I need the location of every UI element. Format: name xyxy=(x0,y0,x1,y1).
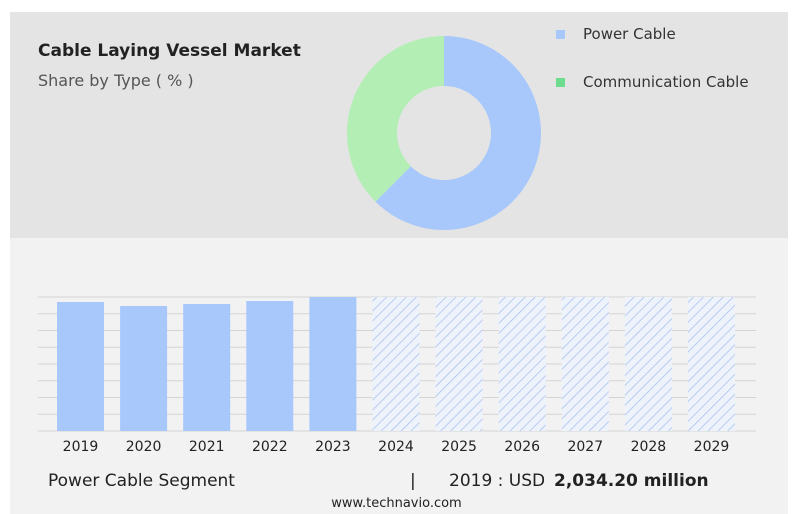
year-label: 2019 : USD xyxy=(449,471,546,491)
bar-2021 xyxy=(183,303,231,431)
x-tick-label: 2026 xyxy=(504,439,540,455)
separator: | xyxy=(410,471,416,491)
bar-2020 xyxy=(120,305,168,431)
donut-slice-communication-cable xyxy=(347,36,444,202)
source-url: www.technavio.com xyxy=(331,496,462,511)
x-tick-label: 2025 xyxy=(441,439,477,455)
chart-subtitle: Share by Type ( % ) xyxy=(38,71,194,90)
bar-2022 xyxy=(246,300,294,431)
donut-slice-power-cable xyxy=(375,36,542,231)
segment-value: 2,034.20 million xyxy=(554,471,709,491)
bar-2019 xyxy=(57,301,104,431)
bar-2029 xyxy=(688,297,735,431)
legend-power-cable: Power Cable xyxy=(556,25,676,43)
x-tick-label: 2019 xyxy=(63,439,99,455)
legend-communication-cable: Communication Cable xyxy=(556,73,749,91)
bar-2025 xyxy=(435,297,483,431)
segment-label: Power Cable Segment xyxy=(48,471,235,491)
bar-2023 xyxy=(309,297,357,431)
legend-swatch xyxy=(556,77,565,87)
legend-label: Power Cable xyxy=(583,25,676,43)
x-tick-label: 2029 xyxy=(694,439,730,455)
x-tick-label: 2020 xyxy=(126,439,162,455)
x-tick-label: 2023 xyxy=(315,439,351,455)
legend-label: Communication Cable xyxy=(583,73,749,91)
bar-2028 xyxy=(624,297,672,431)
x-tick-label: 2027 xyxy=(567,439,603,455)
chart-title: Cable Laying Vessel Market xyxy=(38,41,301,61)
x-tick-label: 2021 xyxy=(189,439,225,455)
x-tick-label: 2024 xyxy=(378,439,414,455)
legend-swatch xyxy=(556,29,565,39)
bar-2024 xyxy=(372,297,420,431)
x-tick-label: 2028 xyxy=(631,439,667,455)
bar-2027 xyxy=(561,297,609,431)
x-tick-label: 2022 xyxy=(252,439,288,455)
bar-2026 xyxy=(498,297,546,431)
